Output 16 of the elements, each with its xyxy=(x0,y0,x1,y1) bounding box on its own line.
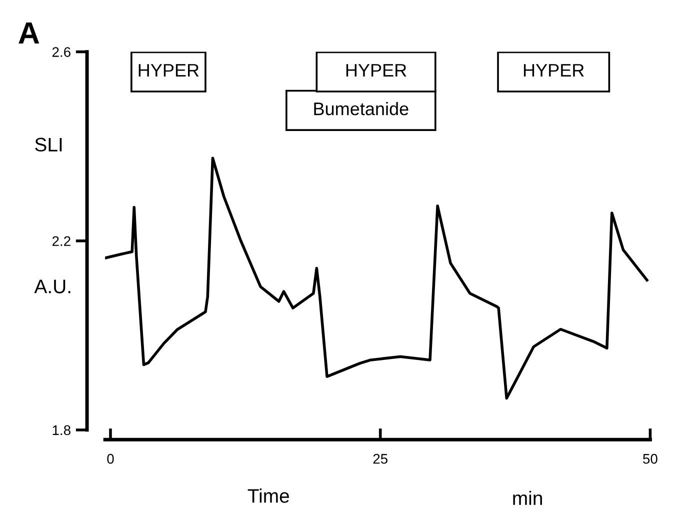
x-tick-label: 50 xyxy=(643,454,658,464)
y-axis-title: SLI xyxy=(35,138,62,152)
text: A.U. xyxy=(34,280,70,294)
y-tick-label: 2.2 xyxy=(52,236,70,246)
band-label: HYPER xyxy=(524,64,584,77)
band-label: HYPER xyxy=(346,64,406,77)
band-label: Bumetanide xyxy=(314,102,408,116)
x-tick-label: 25 xyxy=(373,454,388,464)
x-tick-label: 0 xyxy=(107,454,114,464)
band-label: HYPER xyxy=(138,64,199,77)
x-axis-title: Time xyxy=(248,488,289,503)
line-series xyxy=(105,156,648,400)
y-tick-label: 2.6 xyxy=(52,47,70,57)
y-tick-label: 1.8 xyxy=(52,425,70,436)
chart-title: A xyxy=(18,22,40,44)
text: min xyxy=(513,490,542,505)
